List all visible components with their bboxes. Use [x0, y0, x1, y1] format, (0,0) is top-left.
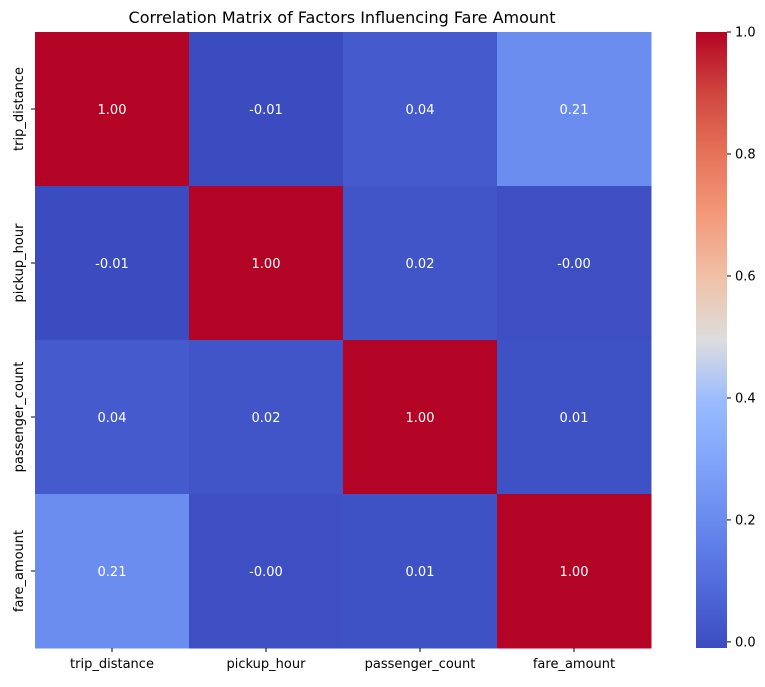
colorbar-tick-label-5: 1.0: [735, 26, 756, 41]
heatmap-cell-1-0: [35, 186, 190, 341]
colorbar-tick-label-2: 0.4: [735, 391, 756, 406]
heatmap-cell-3-2: [343, 494, 498, 649]
x-tick-label-1: pickup_hour: [227, 657, 307, 672]
cell-label-3-0: 0.21: [98, 565, 127, 580]
x-tick-label-0: trip_distance: [70, 657, 154, 672]
y-tick-label-0: trip_distance: [12, 67, 27, 151]
heatmap-cell-3-1: [189, 494, 344, 649]
cell-label-0-0: 1.00: [98, 103, 127, 118]
y-tick-label-2: passenger_count: [12, 362, 27, 473]
y-tick-label-1: pickup_hour: [12, 223, 27, 303]
heatmap-cell-1-1: [189, 186, 344, 341]
heatmap-cell-2-3: [497, 340, 652, 495]
x-axis: trip_distance pickup_hour passenger_count f…: [70, 648, 615, 672]
cell-label-0-2: 0.04: [406, 103, 435, 118]
colorbar-gradient: [696, 32, 727, 648]
y-axis: trip_distance pickup_hour passenger_countf…: [12, 67, 35, 612]
cell-annotations: 1.00 -0.01 0.04 0.21 -0.01 1.00 0.02 -0.00 0.04 0…: [95, 103, 591, 580]
cell-label-1-3: -0.00: [557, 257, 591, 272]
cell-label-0-3: 0.21: [560, 103, 589, 118]
heatmap-cell-0-0: [35, 32, 190, 187]
cell-label-0-1: -0.01: [249, 103, 283, 118]
heatmap-cell-2-0: [35, 340, 190, 495]
heatmap-cell-3-0: [35, 494, 190, 649]
cell-label-2-3: 0.01: [560, 411, 589, 426]
x-tick-label-3: fare_amount: [533, 657, 615, 672]
heatmap-cell-0-3: [497, 32, 652, 187]
x-tick-label-2: passenger_count: [365, 657, 476, 672]
cell-label-3-3: 1.00: [560, 565, 589, 580]
heatmap-cell-2-1: [189, 340, 344, 495]
colorbar-tick-label-1: 0.2: [735, 513, 756, 528]
heatmap-cell-1-2: [343, 186, 498, 341]
cell-label-2-2: 1.00: [406, 411, 435, 426]
cell-label-1-0: -0.01: [95, 257, 129, 272]
chart-title: Correlation Matrix of Factors Influencin…: [129, 8, 556, 27]
cell-label-3-2: 0.01: [406, 565, 435, 580]
heatmap-cell-0-1: [189, 32, 344, 187]
heatmap-cell-3-3: [497, 494, 652, 649]
cell-label-2-0: 0.04: [98, 411, 127, 426]
cell-label-1-2: 0.02: [406, 257, 435, 272]
heatmap-cell-0-2: [343, 32, 498, 187]
cell-label-3-1: -0.00: [249, 565, 283, 580]
colorbar: 0.0 0.2 0.4 0.6 0.8 1.0: [696, 26, 756, 650]
colorbar-tick-label-4: 0.8: [735, 147, 756, 162]
y-tick-label-3: fare_amount: [12, 530, 27, 612]
heatmap-cell-2-2: [343, 340, 498, 495]
cell-label-1-1: 1.00: [252, 257, 281, 272]
colorbar-tick-label-0: 0.0: [735, 635, 756, 650]
heatmap-cell-1-3: [497, 186, 652, 341]
colorbar-tick-label-3: 0.6: [735, 269, 756, 284]
heatmap-cells: [35, 32, 652, 649]
cell-label-2-1: 0.02: [252, 411, 281, 426]
